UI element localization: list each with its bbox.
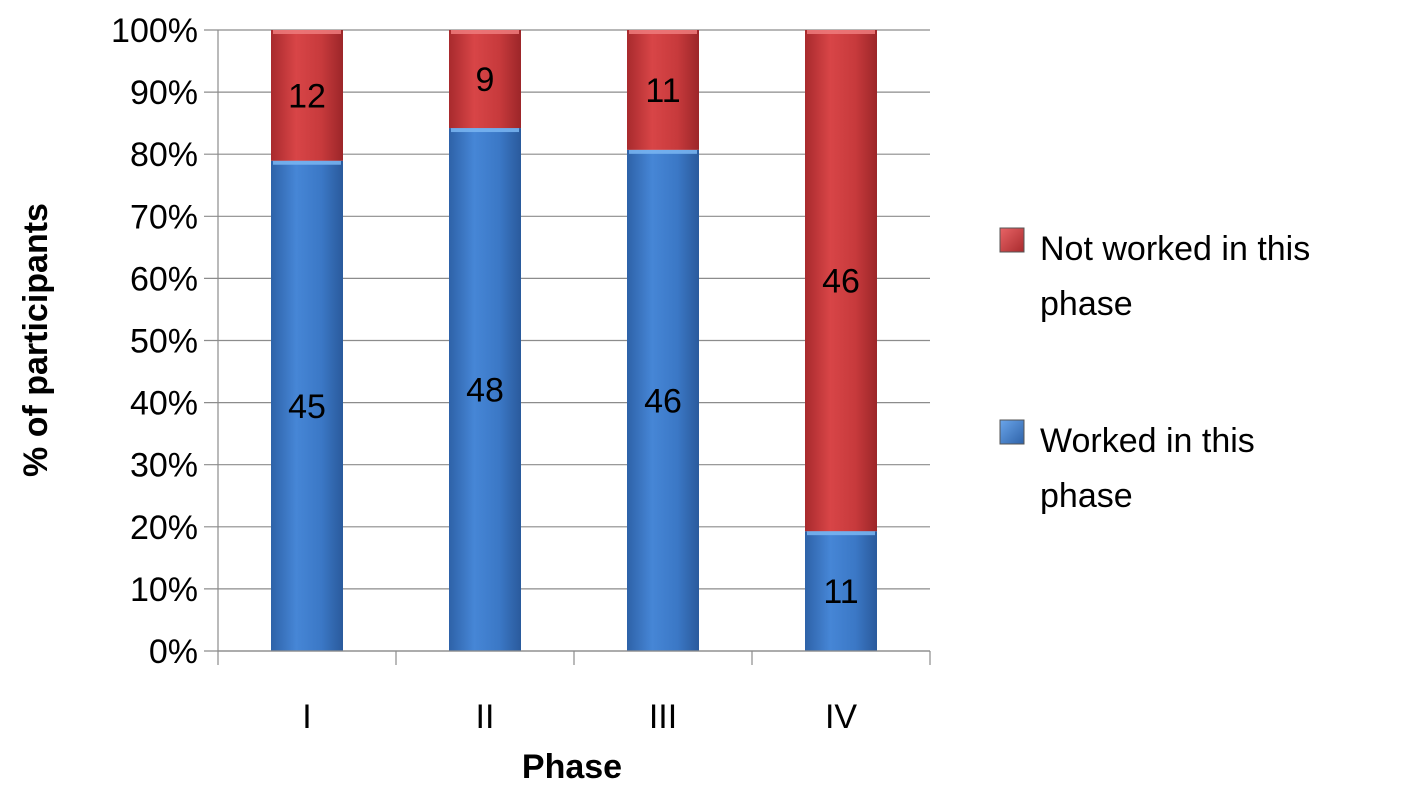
data-label: 45	[288, 388, 326, 426]
legend-label: phase	[1040, 285, 1133, 323]
y-tick-label: 40%	[130, 385, 198, 423]
data-label: 46	[822, 263, 860, 301]
x-tick-label: I	[302, 698, 311, 736]
y-tick-label: 100%	[111, 12, 198, 50]
bar-segment-highlight	[807, 30, 875, 34]
y-axis-tick-labels: 0% 10% 20% 30% 40% 50% 60% 70% 80% 90% 100%	[111, 12, 198, 671]
data-label: 46	[644, 382, 682, 420]
y-axis-title: % of participants	[17, 203, 55, 477]
bar-segment	[449, 30, 521, 129]
bar-segment-highlight	[451, 128, 519, 133]
bar-segment	[449, 128, 521, 652]
bar-segment-highlight	[629, 149, 697, 154]
bar-segment-highlight	[629, 30, 697, 34]
legend-swatch	[999, 227, 1025, 253]
legend-swatch	[999, 419, 1025, 445]
bar-segment-highlight	[273, 160, 341, 165]
y-tick-label: 70%	[130, 198, 198, 236]
y-tick-label: 90%	[130, 74, 198, 112]
bar-segment	[805, 531, 877, 651]
bar-segment-highlight	[807, 531, 875, 536]
legend-label: phase	[1040, 477, 1133, 515]
bar-segment	[271, 160, 343, 651]
y-tick-label: 80%	[130, 136, 198, 174]
x-axis: I II III IV	[217, 650, 931, 736]
bar-segment-highlight	[451, 30, 519, 34]
data-label: 11	[823, 573, 858, 611]
y-tick-label: 60%	[130, 260, 198, 298]
x-tick-label: III	[649, 698, 677, 736]
bar-segment	[271, 30, 343, 161]
data-label: 48	[466, 372, 504, 410]
legend-label: Not worked in this	[1040, 230, 1310, 268]
x-axis-title: Phase	[522, 748, 622, 785]
data-label: 9	[476, 61, 495, 99]
y-tick-label: 50%	[130, 323, 198, 361]
y-tick-label: 0%	[149, 633, 198, 671]
bar-segment-highlight	[273, 30, 341, 34]
y-tick-label: 30%	[130, 447, 198, 485]
bar-segment	[805, 30, 877, 532]
y-tick-label: 20%	[130, 509, 198, 547]
legend-label: Worked in this	[1040, 422, 1255, 460]
x-tick-label: II	[476, 698, 495, 736]
bar-segment	[627, 30, 699, 150]
bars: 45 12 48 9 46 11 11 46	[271, 30, 877, 652]
y-tick-label: 10%	[130, 571, 198, 609]
bar-segment	[627, 149, 699, 651]
legend: Not worked in this phase Worked in this pha…	[999, 227, 1310, 515]
data-label: 12	[288, 77, 326, 115]
data-label: 11	[645, 72, 680, 110]
x-tick-label: IV	[825, 698, 857, 736]
